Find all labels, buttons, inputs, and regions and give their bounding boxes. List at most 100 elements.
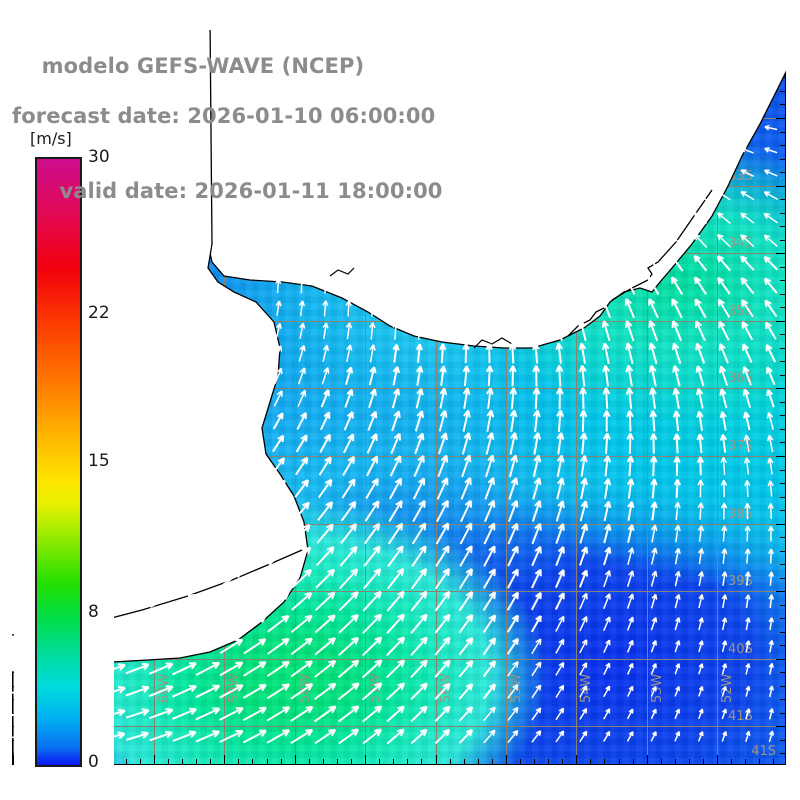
axis-tick xyxy=(780,374,786,376)
axis-tick xyxy=(780,739,786,741)
axis-tick xyxy=(576,30,578,40)
lat-label: 36S xyxy=(728,371,753,387)
gridline-lon xyxy=(365,30,367,765)
axis-tick xyxy=(717,755,719,765)
axis-tick xyxy=(632,759,634,765)
lat-label: 34S xyxy=(728,236,753,252)
axis-tick xyxy=(703,30,705,36)
axis-tick xyxy=(167,759,169,765)
axis-tick xyxy=(224,755,226,765)
axis-tick xyxy=(776,591,786,593)
axis-tick xyxy=(780,226,786,228)
axis-tick xyxy=(780,158,786,160)
gridline-lat xyxy=(12,658,786,660)
axis-tick xyxy=(548,759,550,765)
axis-tick xyxy=(780,280,786,282)
gridline-lat xyxy=(12,523,786,525)
gridline-lat xyxy=(12,320,786,322)
axis-tick xyxy=(688,30,690,36)
axis-tick xyxy=(590,30,592,36)
axis-tick xyxy=(308,759,310,765)
axis-tick xyxy=(336,759,338,765)
axis-tick xyxy=(780,483,786,485)
axis-tick xyxy=(776,388,786,390)
axis-tick xyxy=(780,699,786,701)
axis-tick xyxy=(780,550,786,552)
axis-tick xyxy=(745,30,747,36)
axis-tick xyxy=(674,30,676,36)
axis-tick xyxy=(776,118,786,119)
axis-tick xyxy=(745,759,747,765)
axis-tick xyxy=(688,759,690,765)
axis-tick xyxy=(776,726,786,728)
page-title: modelo GEFS-WAVE (NCEP) forecast date: 2… xyxy=(12,29,512,254)
lon-label: 53W xyxy=(649,673,665,703)
axis-tick xyxy=(238,759,240,765)
axis-tick xyxy=(780,415,786,417)
axis-tick xyxy=(780,510,786,512)
gridline-lon xyxy=(576,30,578,765)
axis-tick xyxy=(780,104,786,106)
gridline-lon xyxy=(717,30,719,765)
axis-tick xyxy=(780,753,786,755)
axis-tick xyxy=(780,334,786,336)
lon-label: 60W xyxy=(156,673,172,703)
lon-label: 57W xyxy=(368,673,384,703)
axis-tick xyxy=(780,90,786,92)
axis-tick xyxy=(618,759,620,765)
axis-tick xyxy=(780,645,786,647)
axis-tick xyxy=(780,145,786,147)
axis-tick xyxy=(477,759,479,765)
colorbar-tick-15: 15 xyxy=(88,451,110,471)
axis-tick xyxy=(435,755,437,765)
axis-tick xyxy=(780,564,786,566)
axis-tick xyxy=(780,496,786,498)
axis-tick xyxy=(780,307,786,309)
axis-tick xyxy=(266,759,268,765)
axis-tick xyxy=(449,759,451,765)
colorbar-tick-22: 22 xyxy=(88,303,110,323)
axis-tick xyxy=(780,672,786,674)
axis-tick xyxy=(731,759,733,765)
lat-label: 32S xyxy=(728,101,753,116)
axis-tick xyxy=(660,30,662,36)
axis-tick xyxy=(407,759,409,765)
corner-lat-label: 41S xyxy=(751,744,776,759)
axis-tick xyxy=(463,759,465,765)
gridline-lat xyxy=(12,726,786,728)
axis-tick xyxy=(280,759,282,765)
lon-label: 52W xyxy=(720,673,736,703)
axis-tick xyxy=(780,347,786,349)
lat-label: 41S xyxy=(728,709,753,725)
title-line-forecast-date: forecast date: 2026-01-10 06:00:00 xyxy=(12,104,436,128)
axis-tick xyxy=(780,131,786,133)
axis-tick xyxy=(773,30,775,36)
colorbar-tick-8: 8 xyxy=(88,602,99,622)
lon-label: 59W xyxy=(227,673,243,703)
gridline-lat xyxy=(12,388,786,390)
axis-tick xyxy=(604,30,606,36)
gridline-lon xyxy=(435,30,437,765)
axis-tick xyxy=(780,442,786,444)
axis-tick xyxy=(421,759,423,765)
gridline-lon xyxy=(646,30,648,765)
axis-tick xyxy=(780,401,786,403)
axis-tick xyxy=(505,755,507,765)
axis-tick xyxy=(590,759,592,765)
axis-tick xyxy=(776,253,786,255)
axis-tick xyxy=(780,239,786,241)
axis-tick xyxy=(139,759,141,765)
lon-label: 56W xyxy=(438,673,454,703)
axis-tick xyxy=(13,755,15,765)
axis-tick xyxy=(125,759,127,765)
lon-label: 55W xyxy=(508,673,524,703)
axis-tick xyxy=(780,631,786,633)
axis-tick xyxy=(548,30,550,36)
axis-tick xyxy=(780,604,786,606)
axis-tick xyxy=(780,199,786,201)
gridline-lat xyxy=(12,591,786,593)
axis-tick xyxy=(604,759,606,765)
lat-label: 39S xyxy=(728,574,753,590)
axis-tick xyxy=(780,469,786,471)
title-line-valid-date: valid date: 2026-01-11 18:00:00 xyxy=(59,179,443,203)
